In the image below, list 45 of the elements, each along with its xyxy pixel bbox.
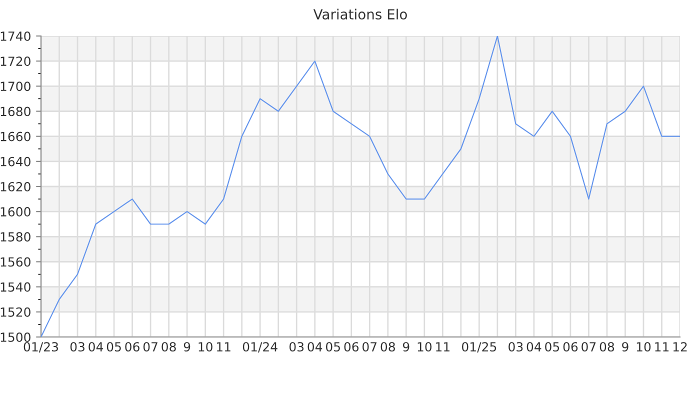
x-tick-label: 01/24 — [242, 342, 278, 353]
x-tick-label: 06 — [344, 342, 359, 352]
x-tick-label: 08 — [380, 342, 395, 352]
x-tick-label: 11 — [216, 342, 230, 352]
x-tick-label: 06 — [563, 342, 578, 352]
x-tick-label: 10 — [636, 342, 651, 352]
x-tick-label: 08 — [600, 342, 614, 352]
y-tick-label: 1700 — [0, 82, 30, 92]
x-tick-label: 07 — [143, 342, 158, 352]
x-tick-label: 01/23 — [24, 342, 58, 353]
y-tick-label: 1580 — [0, 232, 30, 242]
x-tick-label: 03 — [289, 342, 304, 352]
y-tick-label: 1600 — [0, 207, 30, 217]
x-tick-label: 04 — [88, 342, 104, 352]
x-tick-label: 10 — [198, 342, 212, 352]
y-tick-label: 1620 — [0, 182, 30, 192]
x-tick-label: 07 — [362, 342, 377, 352]
x-tick-label: 05 — [326, 342, 340, 352]
x-tick-label: 04 — [308, 342, 322, 352]
x-tick-label: 07 — [582, 342, 596, 352]
x-tick-label: 12 — [673, 342, 687, 352]
y-tick-label: 1520 — [0, 307, 30, 317]
x-tick-label: 9 — [622, 342, 628, 352]
x-tick-label: 10 — [418, 342, 432, 352]
x-tick-label: 05 — [545, 342, 560, 352]
x-tick-label: 04 — [526, 342, 542, 352]
x-tick-label: 11 — [655, 342, 669, 352]
x-tick-label: 05 — [106, 342, 121, 352]
x-tick-label: 11 — [436, 342, 450, 352]
y-tick-label: 1500 — [0, 332, 30, 342]
y-tick-label: 1540 — [0, 282, 30, 292]
y-tick-label: 1560 — [0, 257, 30, 267]
chart-title: Variations Elo — [313, 8, 407, 20]
y-tick-label: 1720 — [0, 56, 30, 66]
x-tick-label: 08 — [162, 342, 176, 352]
x-tick-label: 01/25 — [462, 342, 496, 353]
x-tick-label: 03 — [70, 342, 84, 352]
x-tick-label: 03 — [508, 342, 523, 352]
y-tick-label: 1640 — [0, 156, 30, 166]
y-tick-label: 1740 — [0, 31, 30, 41]
y-tick-label: 1660 — [0, 132, 30, 142]
y-tick-label: 1680 — [0, 106, 30, 116]
x-tick-label: 9 — [402, 342, 410, 352]
x-tick-label: 06 — [125, 342, 140, 352]
x-tick-label: 9 — [184, 342, 190, 352]
